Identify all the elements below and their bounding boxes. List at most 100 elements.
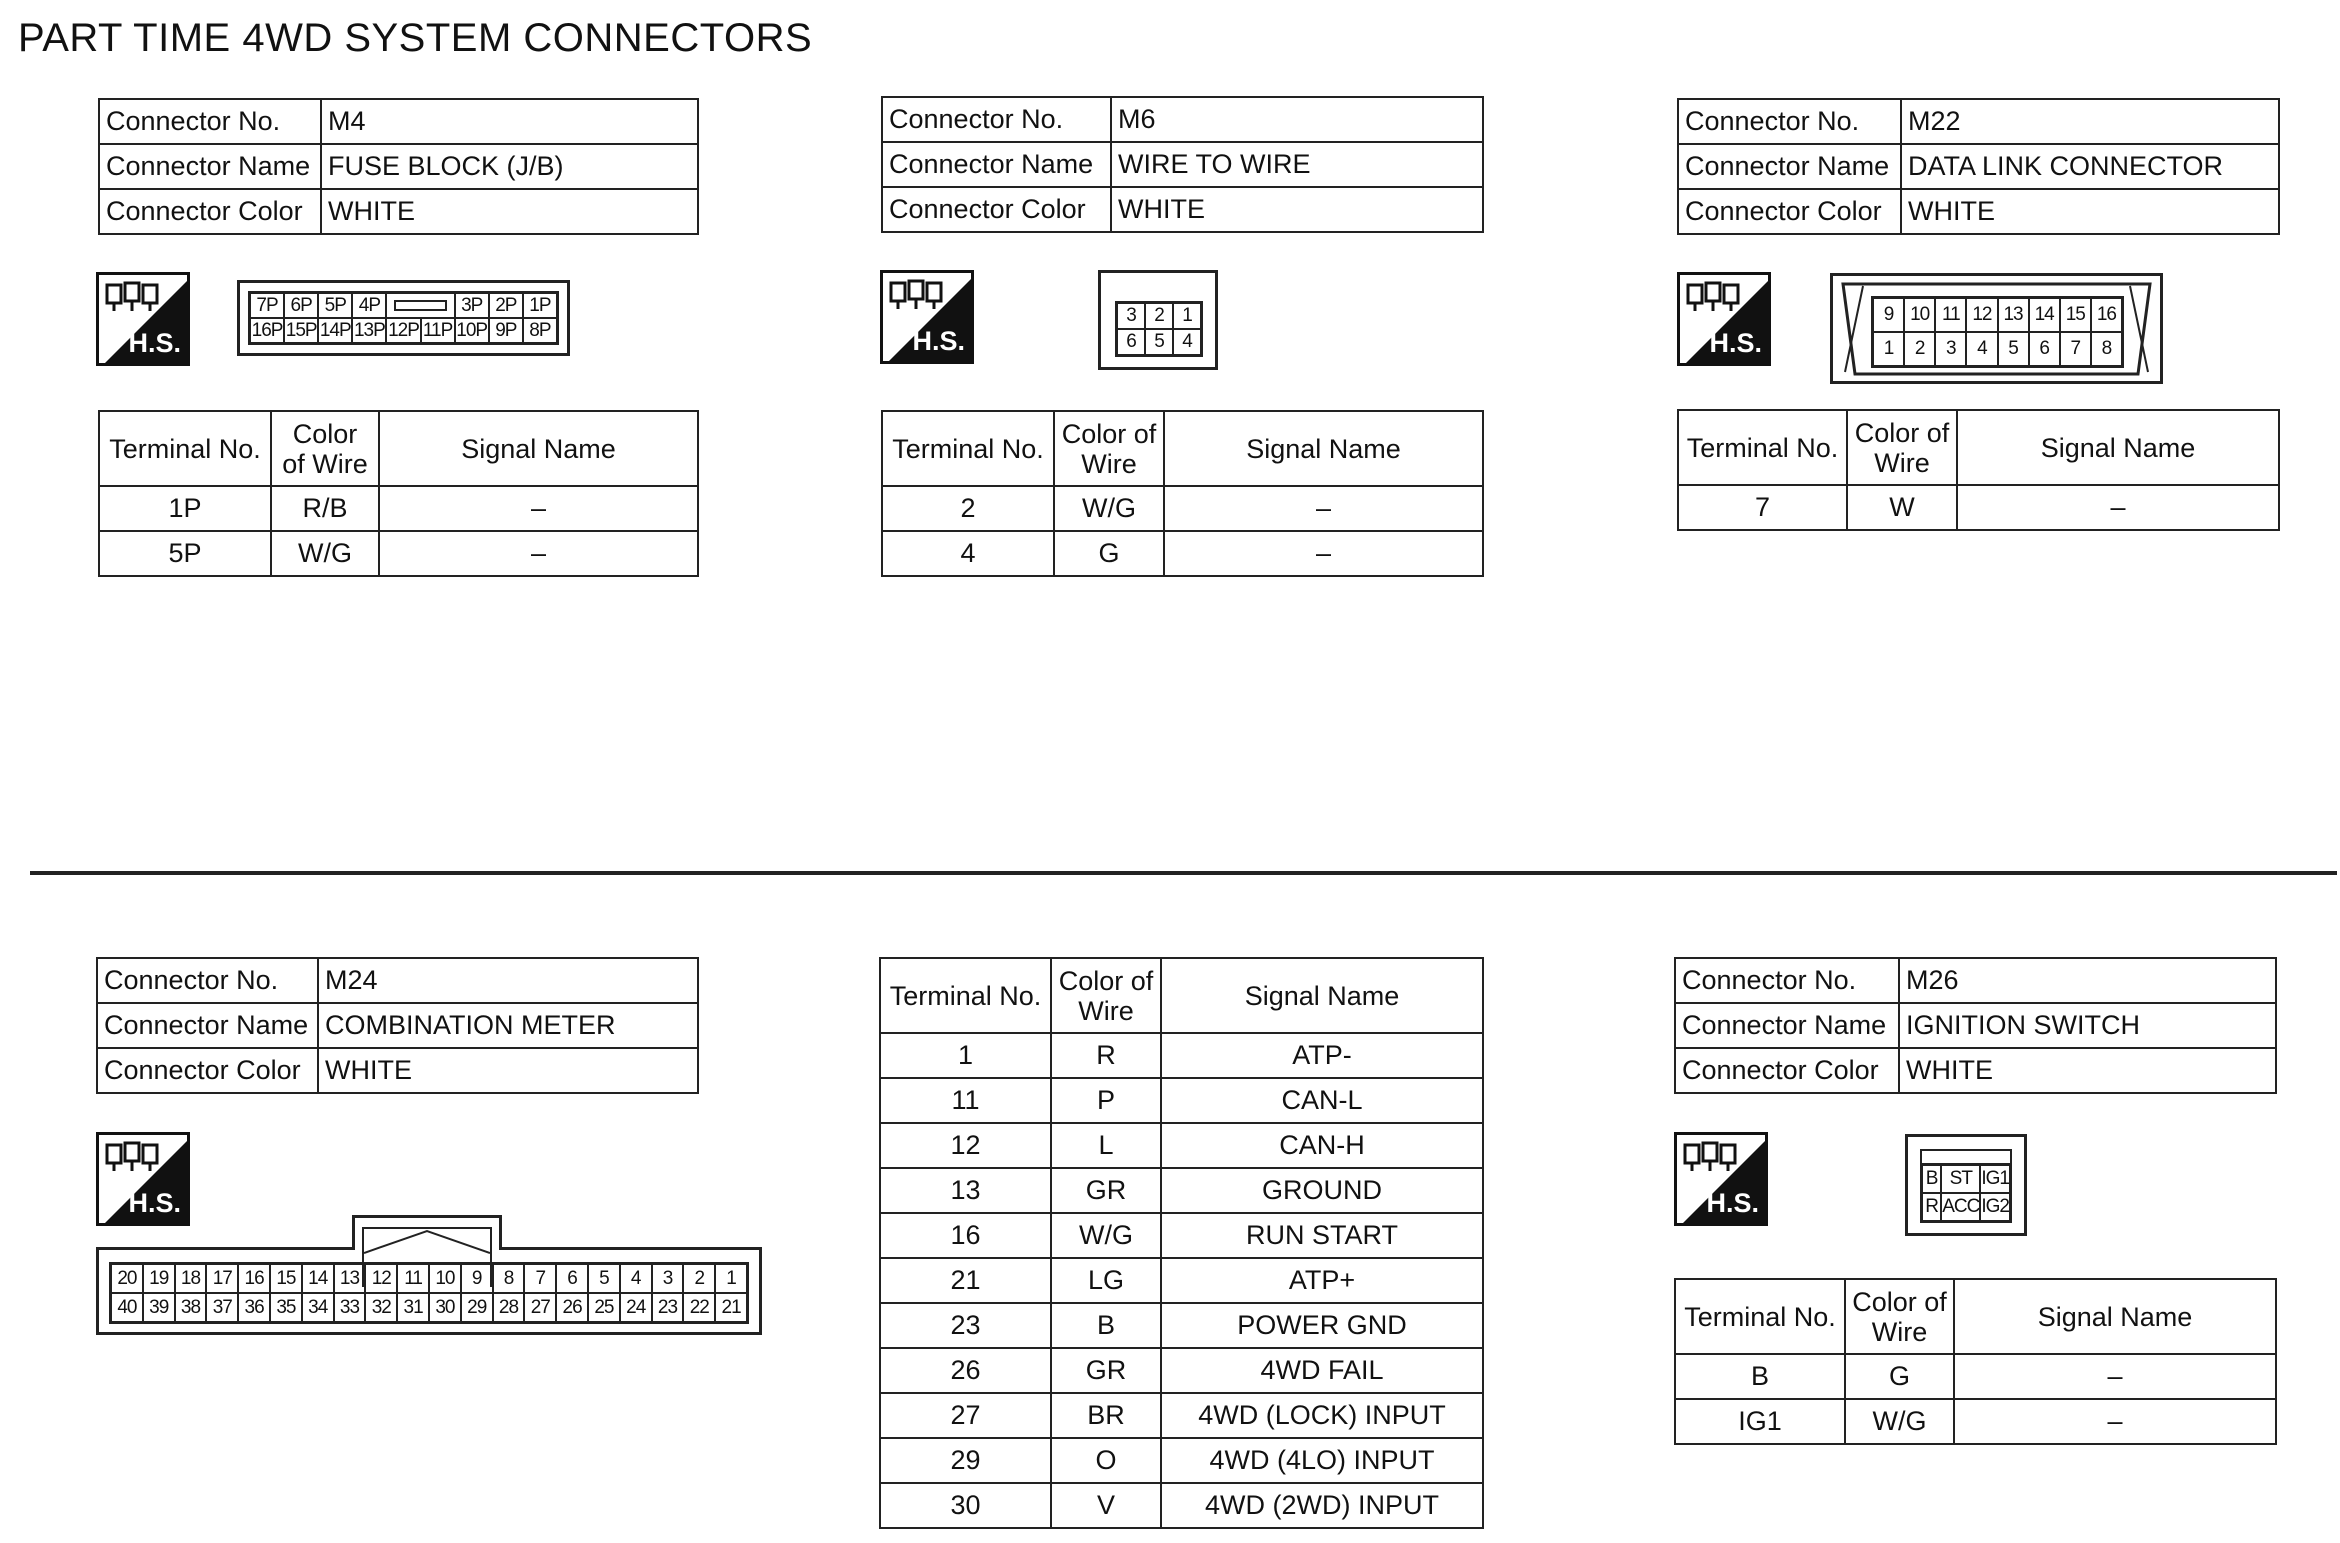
terminal-table-m24: Terminal No. Color of Wire Signal Name 1 R AT…: [879, 957, 1484, 1529]
pin: R: [1922, 1193, 1942, 1221]
pin: 1: [1873, 332, 1905, 366]
signal-name: RUN START: [1160, 1212, 1484, 1259]
hs-label: H.S.: [1706, 1188, 1759, 1218]
connector-name: COMBINATION METER: [317, 1002, 699, 1049]
pin: 7P: [250, 293, 285, 318]
wire-color: V: [1050, 1482, 1162, 1529]
terminal-no: 12: [879, 1122, 1052, 1169]
connector-color: WHITE: [1110, 186, 1484, 233]
terminal-no-header: Terminal No.: [881, 410, 1055, 487]
pin: 14: [301, 1264, 334, 1293]
signal-name-header: Signal Name: [1956, 409, 2280, 486]
pin-grid: 7P 6P 5P 4P 3P 2P 1P 16P 15P 14P 13P 12P 11P 10P 9P 8P: [248, 291, 559, 345]
terminal-no: 23: [879, 1302, 1052, 1349]
pin: 8: [2090, 332, 2122, 366]
wire-color: W/G: [1844, 1398, 1955, 1445]
terminal-row: 4 G –: [881, 530, 1484, 577]
pin: 3: [1935, 332, 1967, 366]
pin: 28: [492, 1293, 525, 1322]
signal-name: ATP+: [1160, 1257, 1484, 1304]
wire-color: GR: [1050, 1167, 1162, 1214]
connector-key-inner: [362, 1227, 492, 1287]
connector-color: WHITE: [317, 1047, 699, 1094]
pin: 15: [2059, 298, 2091, 332]
pin: 35: [269, 1293, 302, 1322]
pin: 36: [238, 1293, 270, 1322]
terminal-no-header: Terminal No.: [1677, 409, 1848, 486]
info-label: Connector Color: [98, 188, 322, 235]
info-label: Connector Name: [881, 141, 1112, 188]
info-row: Connector No. M24: [96, 957, 699, 1004]
pin: 27: [524, 1293, 557, 1322]
terminal-row: 29 O 4WD (4LO) INPUT: [879, 1437, 1484, 1484]
signal-name: 4WD (2WD) INPUT: [1160, 1482, 1484, 1529]
hs-label: H.S.: [1709, 328, 1762, 358]
info-label: Connector Color: [1674, 1047, 1900, 1094]
signal-name: –: [1163, 530, 1484, 577]
connector-diagram-m26: B ST IG1 R ACC IG2: [1905, 1134, 2027, 1236]
signal-name: –: [1163, 485, 1484, 532]
wire-color: G: [1844, 1353, 1955, 1400]
info-row: Connector Name DATA LINK CONNECTOR: [1677, 143, 2280, 190]
pin: 11: [1935, 298, 1967, 332]
terminal-row: 1P R/B –: [98, 485, 699, 532]
pin: 32: [365, 1293, 398, 1322]
pin: 18: [174, 1264, 207, 1293]
terminal-row: 16 W/G RUN START: [879, 1212, 1484, 1259]
info-label: Connector Color: [96, 1047, 319, 1094]
harness-side-icon: H.S.: [1677, 272, 1771, 366]
terminal-row: IG1 W/G –: [1674, 1398, 2277, 1445]
wire-color: P: [1050, 1077, 1162, 1124]
pin: 1P: [522, 293, 557, 318]
wire-color: B: [1050, 1302, 1162, 1349]
signal-name: –: [378, 485, 699, 532]
terminal-table-m22: Terminal No. Color of Wire Signal Name 7 W –: [1677, 409, 2280, 531]
pin: 2: [1904, 332, 1936, 366]
pin: 37: [206, 1293, 239, 1322]
terminal-no: 4: [881, 530, 1055, 577]
pin: 14P: [318, 318, 353, 343]
terminal-no-header: Terminal No.: [1674, 1278, 1846, 1355]
connector-number: M26: [1898, 957, 2277, 1004]
pin: 4P: [352, 293, 387, 318]
info-label: Connector Color: [881, 186, 1112, 233]
pin: 20: [111, 1264, 143, 1293]
terminal-row: 23 B POWER GND: [879, 1302, 1484, 1349]
pin: 9: [460, 1264, 493, 1293]
pin: 12P: [386, 318, 421, 343]
harness-side-icon: H.S.: [1674, 1132, 1768, 1226]
connector-name: IGNITION SWITCH: [1898, 1002, 2277, 1049]
pin: 3: [651, 1264, 684, 1293]
connector-slot: [386, 293, 455, 318]
pin: 26: [556, 1293, 588, 1322]
terminal-no: 7: [1677, 484, 1848, 531]
pin: 4: [1173, 329, 1201, 355]
info-row: Connector Color WHITE: [98, 188, 699, 235]
terminal-no: 21: [879, 1257, 1052, 1304]
wire-color-header: Color of Wire: [1844, 1278, 1955, 1355]
pin: 15P: [284, 318, 319, 343]
pin: 17: [206, 1264, 239, 1293]
pin: 4: [619, 1264, 652, 1293]
hs-label: H.S.: [912, 326, 965, 356]
pin: 5P: [318, 293, 353, 318]
pin: 14: [2028, 298, 2060, 332]
connector-info-m24: Connector No. M24 Connector Name COMBINATIO…: [96, 957, 699, 1094]
pin: 13P: [352, 318, 387, 343]
info-label: Connector Name: [96, 1002, 319, 1049]
info-row: Connector Color WHITE: [96, 1047, 699, 1094]
terminal-no: 5P: [98, 530, 272, 577]
connector-color: WHITE: [1898, 1047, 2277, 1094]
pin: 38: [174, 1293, 207, 1322]
signal-name: CAN-L: [1160, 1077, 1484, 1124]
pin: 6: [556, 1264, 588, 1293]
terminal-no: 1: [879, 1032, 1052, 1079]
info-label: Connector Color: [1677, 188, 1902, 235]
pin: 24: [619, 1293, 652, 1322]
wire-color: R: [1050, 1032, 1162, 1079]
terminal-no-header: Terminal No.: [879, 957, 1052, 1034]
pin: 1: [1173, 303, 1201, 329]
connector-info-m4: Connector No. M4 Connector Name FUSE BLOCK …: [98, 98, 699, 235]
info-row: Connector Color WHITE: [1677, 188, 2280, 235]
